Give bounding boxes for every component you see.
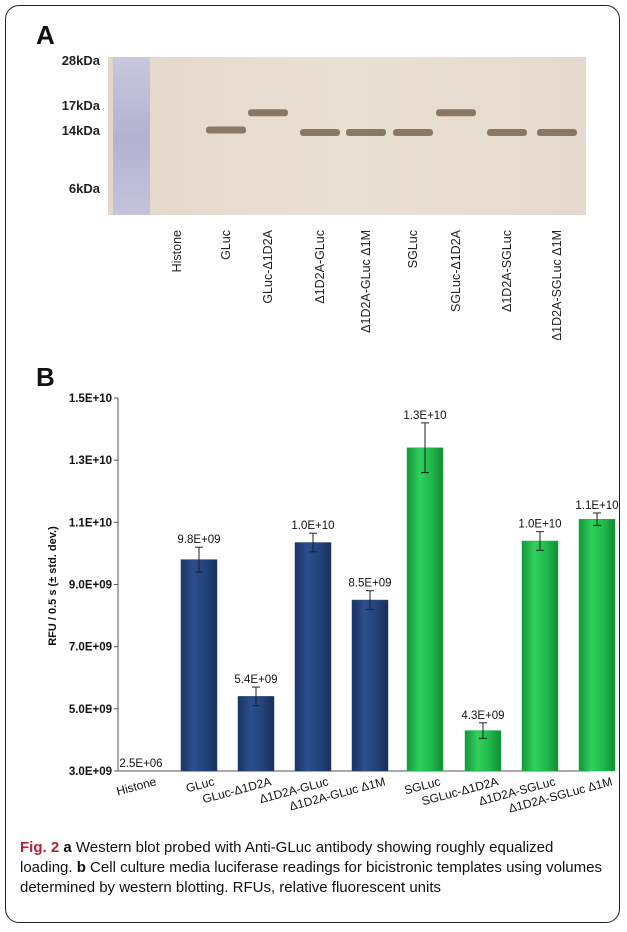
panel-b-letter: B (36, 362, 55, 392)
lane-label-4: Δ1D2A-GLuc Δ1M (359, 230, 373, 333)
lane-label-8: Δ1D2A-SGLuc Δ1M (550, 230, 564, 340)
caption-a-letter: a (63, 839, 72, 856)
panel-a-letter: A (36, 20, 55, 50)
ladder-label-17: 17kDa (62, 98, 101, 113)
figure-caption: Fig. 2 a Western blot probed with Anti-G… (20, 838, 610, 898)
lane-label-7: Δ1D2A-SGLuc (500, 230, 514, 312)
blot-band-5 (393, 128, 433, 136)
lane-label-5: SGLuc (406, 230, 420, 268)
western-blot-panel: 28kDa 17kDa 14kDa 6kDa Histone GLuc GLuc-Δ1D2… (62, 53, 586, 340)
blot-band-7 (487, 128, 527, 136)
caption-fig-number: Fig. 2 (20, 839, 60, 856)
lane-label-3: Δ1D2A-GLuc (313, 230, 327, 304)
lane-label-2: GLuc-Δ1D2A (261, 229, 275, 303)
ladder-label-6: 6kDa (69, 181, 101, 196)
ladder-label-14: 14kDa (62, 123, 101, 138)
blot-band-8 (537, 128, 577, 136)
lane-label-1: GLuc (219, 230, 233, 260)
ladder-lane (113, 57, 150, 215)
blot-band-4 (346, 128, 386, 136)
caption-b-text: Cell culture media luciferase readings f… (20, 859, 602, 896)
caption-b-letter: b (76, 859, 86, 876)
blot-band-3 (300, 128, 340, 136)
ladder-label-28: 28kDa (62, 53, 101, 68)
blot-band-1 (206, 126, 246, 134)
figure-frame (5, 5, 620, 923)
caption-a-text: Western blot probed with Anti-GLuc antib… (20, 839, 554, 876)
lane-label-6: SGLuc-Δ1D2A (449, 229, 463, 312)
blot-band-2 (248, 109, 288, 117)
lane-label-0: Histone (170, 230, 184, 272)
blot-membrane (108, 57, 586, 215)
blot-band-6 (436, 109, 476, 117)
